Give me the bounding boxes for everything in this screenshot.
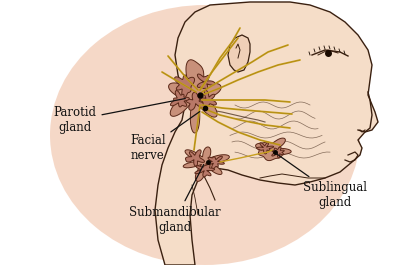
Polygon shape <box>183 147 229 181</box>
Polygon shape <box>256 138 291 161</box>
Text: Submandibular
gland: Submandibular gland <box>129 165 221 234</box>
Polygon shape <box>206 156 224 169</box>
Polygon shape <box>168 60 221 133</box>
Text: Facial
nerve: Facial nerve <box>130 112 200 162</box>
Polygon shape <box>200 90 216 106</box>
Text: Parotid
gland: Parotid gland <box>54 99 185 134</box>
Polygon shape <box>170 91 189 107</box>
Text: Sublingual
gland: Sublingual gland <box>276 154 367 209</box>
Polygon shape <box>272 147 284 158</box>
Polygon shape <box>186 92 207 110</box>
Polygon shape <box>186 150 204 166</box>
Polygon shape <box>257 143 274 154</box>
Polygon shape <box>228 35 250 72</box>
Ellipse shape <box>50 5 360 265</box>
Polygon shape <box>195 165 214 177</box>
Polygon shape <box>155 2 378 265</box>
Polygon shape <box>197 74 215 89</box>
Polygon shape <box>175 75 194 98</box>
